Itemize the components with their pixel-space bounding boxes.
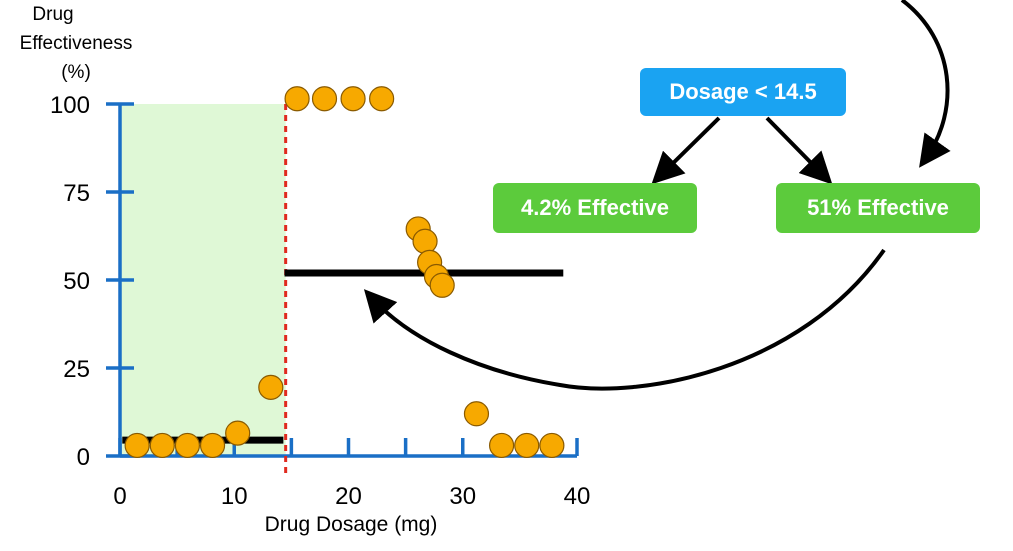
x-tick-label: 40 (564, 483, 591, 510)
tree-left-leaf-label: 4.2% Effective (521, 195, 669, 220)
data-point (369, 86, 395, 112)
x-tick-label: 0 (113, 483, 126, 510)
data-point (258, 374, 284, 400)
root-to-right-leaf-arrow (765, 116, 833, 185)
y-axis-label-line-3: (%) (61, 62, 91, 83)
y-tick-label: 25 (63, 356, 90, 383)
data-point (149, 432, 175, 459)
tree-left-leaf: 4.2% Effective (493, 183, 697, 233)
data-point (463, 401, 490, 427)
y-tick-label: 0 (77, 444, 90, 471)
tree-root-label: Dosage < 14.5 (669, 79, 817, 104)
data-point (225, 420, 251, 446)
top-curved-arrow (900, 0, 951, 168)
tree-right-leaf: 51% Effective (776, 183, 980, 233)
y-axis-label-line-1: Drug (32, 4, 73, 25)
root-to-left-leaf-arrow (651, 116, 721, 185)
bottom-curved-arrow (363, 248, 886, 391)
shaded-region (120, 104, 286, 456)
data-point (539, 432, 565, 459)
data-point (412, 228, 438, 254)
x-axis-label: Drug Dosage (mg) (265, 513, 438, 536)
y-tick-label: 75 (63, 180, 90, 207)
data-point (199, 432, 226, 459)
y-tick-label: 100 (50, 92, 90, 119)
data-point (124, 432, 150, 459)
data-point (340, 86, 366, 112)
data-point (488, 432, 515, 459)
data-point (284, 86, 310, 112)
x-tick-label: 10 (221, 483, 248, 510)
data-point (174, 432, 201, 459)
y-axis-label-line-2: Effectiveness (20, 33, 133, 54)
data-point (311, 86, 338, 112)
y-tick-label: 50 (63, 268, 90, 295)
data-point (514, 432, 540, 459)
data-point (429, 272, 455, 298)
tree-root-node: Dosage < 14.5 (640, 68, 846, 116)
x-tick-label: 20 (335, 483, 362, 510)
x-tick-label: 30 (449, 483, 476, 510)
tree-right-leaf-label: 51% Effective (807, 195, 949, 220)
